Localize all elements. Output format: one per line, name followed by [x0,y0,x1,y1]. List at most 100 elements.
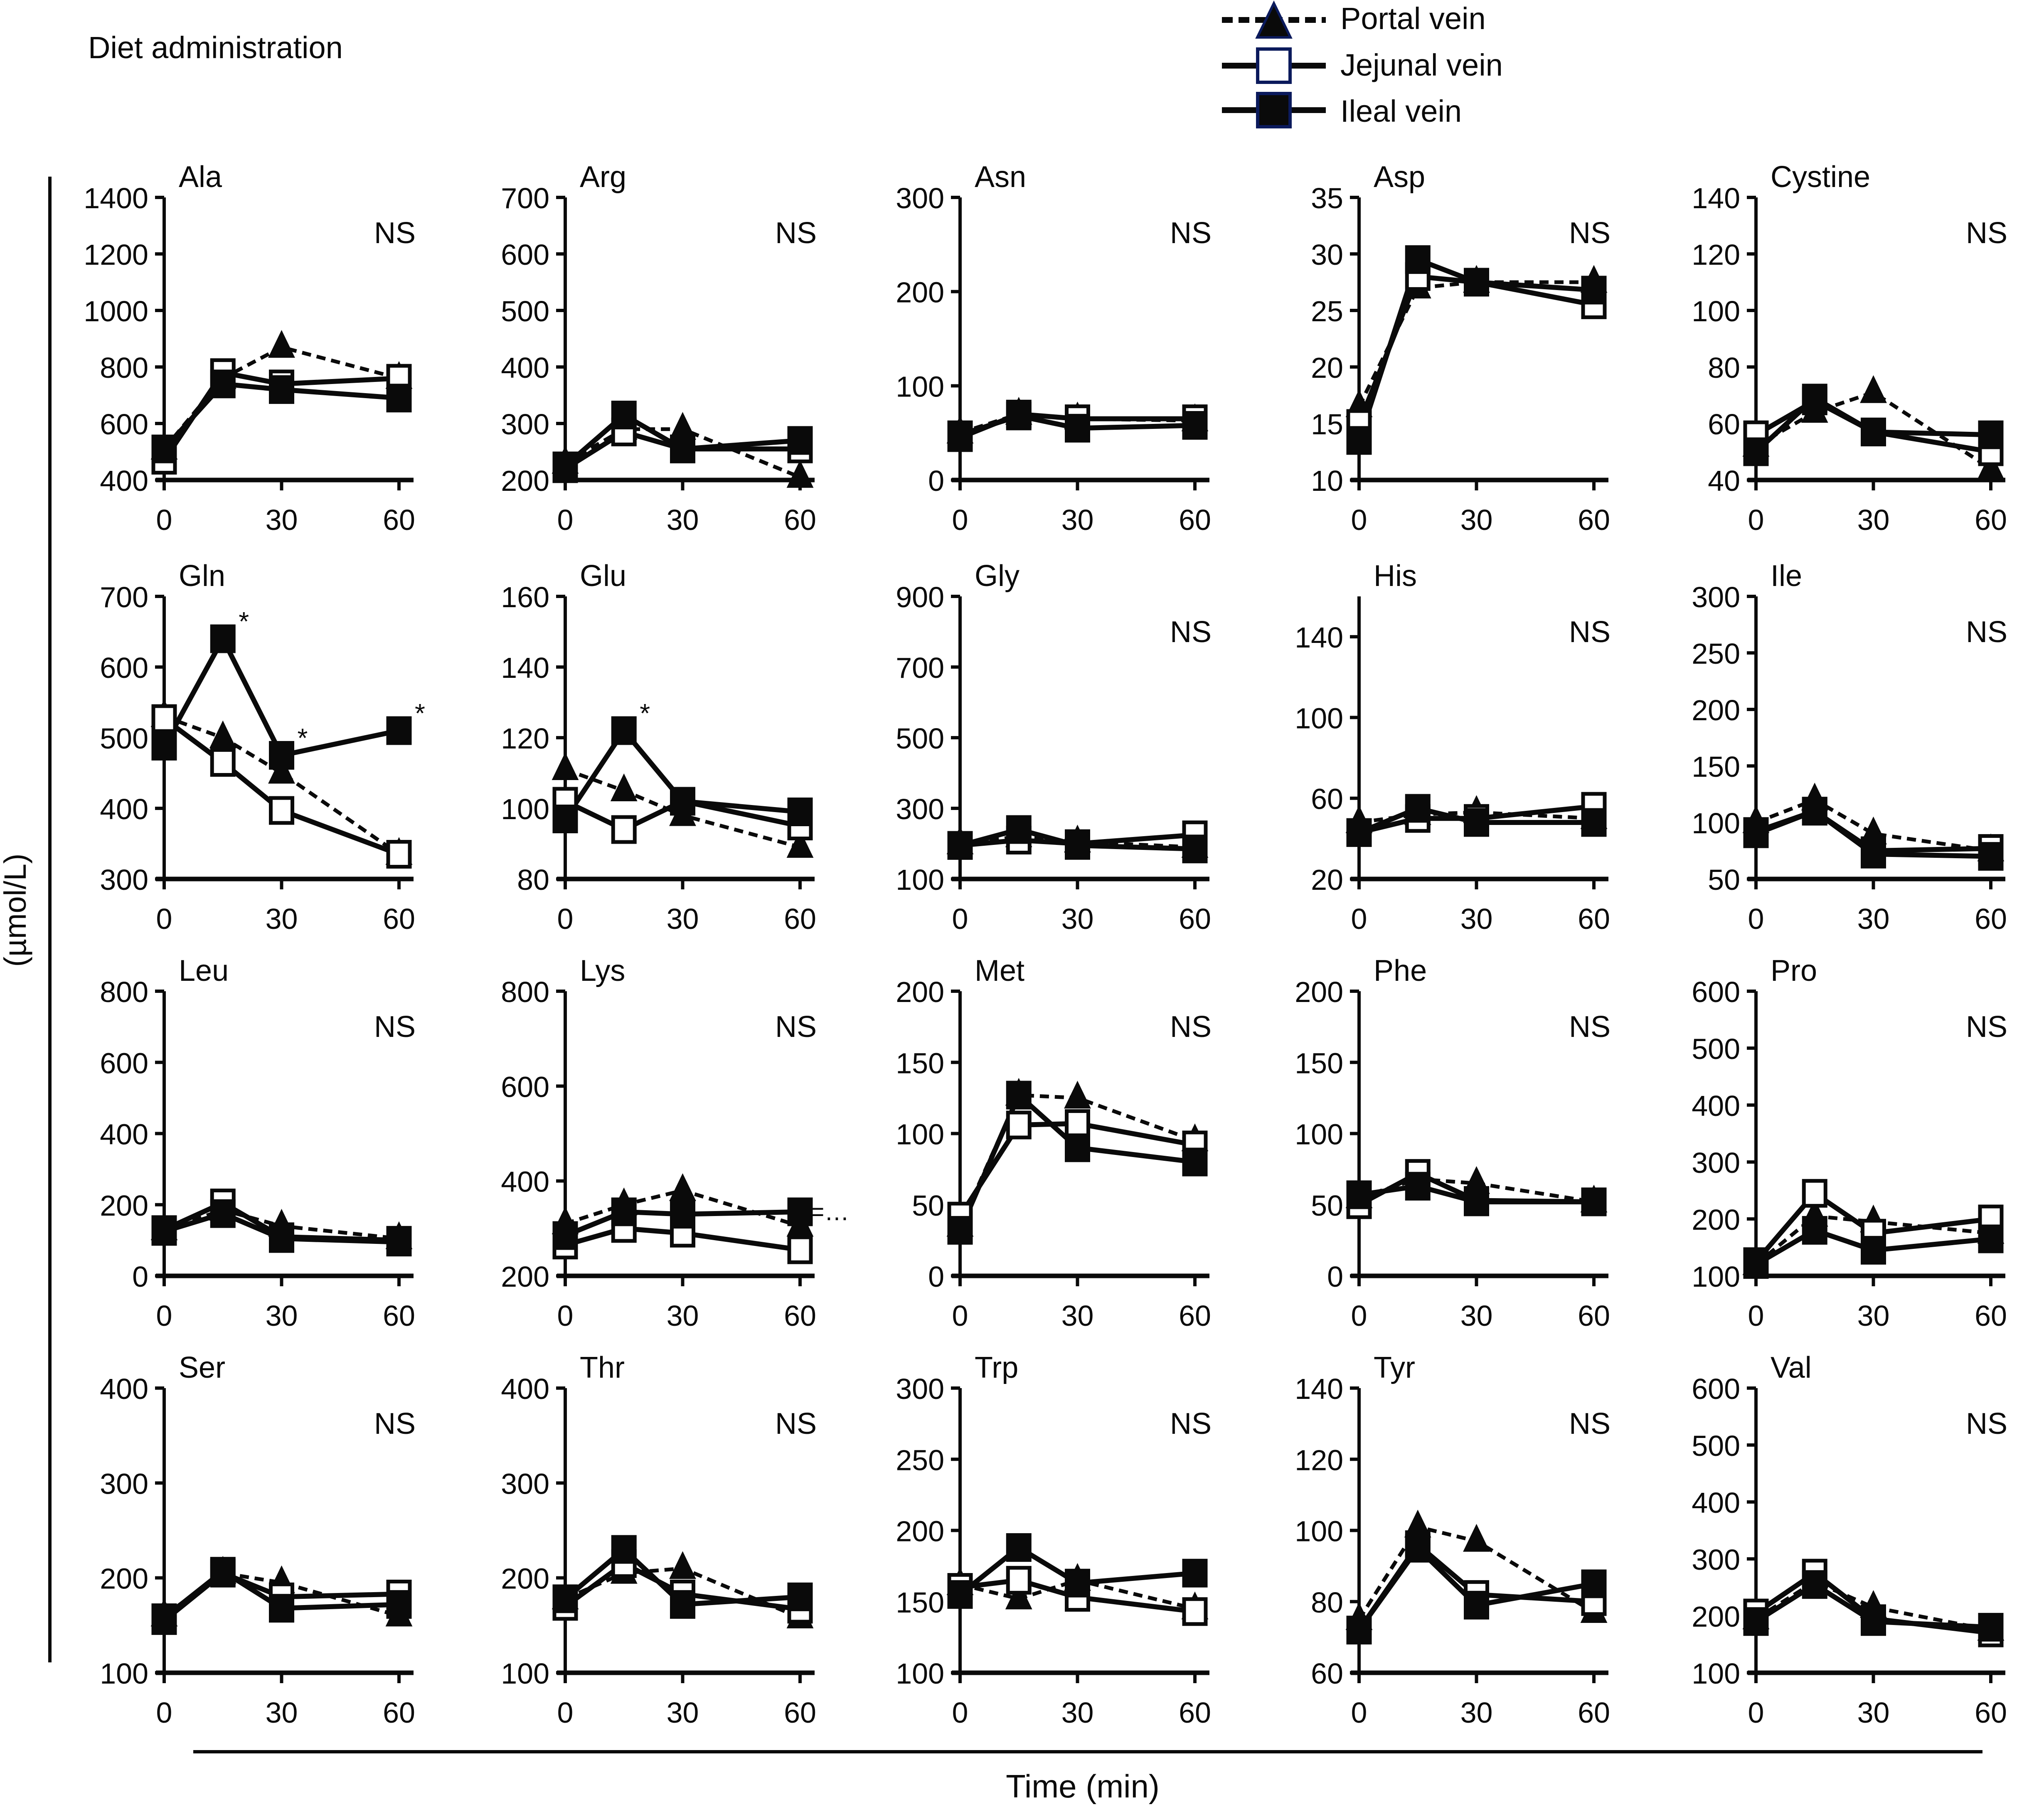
y-tick-label: 400 [1692,1090,1740,1122]
data-point-ileal-vein [1743,437,1769,466]
y-tick-label: 1400 [84,182,148,214]
data-point-ileal-vein [210,1199,236,1228]
significance-star: * [239,606,249,636]
y-tick-label: 80 [1708,352,1740,384]
x-tick-label: 30 [667,903,699,935]
panel-title: Val [1771,1351,1812,1384]
x-tick-label: 30 [266,504,298,536]
y-tick-label: 150 [896,1047,944,1079]
data-point-ileal-vein [1861,840,1886,869]
series-line-jejunal-vein [960,832,1195,848]
data-point-ileal-vein [1346,818,1372,847]
x-tick-label: 0 [156,903,172,935]
y-tick-label: 60 [1311,1657,1343,1690]
y-tick-label: 10 [1311,465,1343,497]
data-point-ileal-vein [1743,1250,1769,1279]
y-tick-label: 200 [1692,694,1740,726]
panel-trp: 100 150 200 250 300 0 30 60 Trp NS [896,1351,1212,1729]
y-tick-label: 300 [1692,581,1740,613]
y-tick-label: 140 [1692,182,1740,214]
y-tick-label: 200 [1295,976,1343,1008]
y-tick-label: 100 [1692,295,1740,327]
y-tick-label: 700 [896,652,944,684]
data-point-jejunal-vein [1006,1566,1032,1595]
data-point-ileal-vein [1182,1147,1208,1177]
data-point-ileal-vein [947,1580,973,1609]
panel-title: Met [975,954,1024,987]
y-tick-label: 1000 [84,295,148,327]
data-point-ileal-vein [1405,245,1431,274]
x-tick-label: 60 [1179,903,1211,935]
data-point-ileal-vein [1065,1133,1090,1162]
data-point-portal-vein [1064,1081,1091,1109]
y-tick-label: 50 [1311,1189,1343,1222]
y-tick-label: 600 [100,1047,148,1079]
y-tick-label: 40 [1708,465,1740,497]
series-line-portal-vein [1357,280,1594,408]
data-point-ileal-vein [269,741,294,770]
panel-cystine: 40 60 80 100 120 140 0 30 60 Cystine NS [1692,160,2007,536]
y-tick-label: 150 [1295,1047,1343,1079]
data-point-ileal-vein [1861,1607,1886,1636]
y-tick-label: 200 [896,1515,944,1548]
data-point-ileal-vein [552,1584,578,1613]
series-line-ileal-vein [1357,1544,1595,1632]
significance-star: * [415,698,425,728]
data-point-ileal-vein [787,798,813,826]
y-tick-label: 0 [132,1261,148,1293]
x-tick-label: 0 [1351,1696,1367,1729]
y-tick-label: 200 [1692,1204,1740,1236]
significance-label: NS [374,1407,416,1440]
data-point-ileal-vein [1006,1081,1032,1110]
data-point-ileal-vein [670,1200,695,1229]
y-tick-label: 60 [1708,408,1740,441]
data-point-ileal-vein [1065,1568,1090,1598]
data-point-ileal-vein [947,1216,973,1245]
data-point-portal-vein [610,773,638,801]
data-point-jejunal-vein [386,840,412,869]
x-tick-label: 30 [1460,504,1493,536]
data-point-ileal-vein [1464,808,1489,837]
x-tick-label: 30 [266,1300,298,1332]
data-point-ileal-vein [1743,819,1769,848]
data-point-ileal-vein [151,1217,177,1246]
x-axis-label: Time (min) [1006,1768,1160,1805]
legend-ileal-label: Ileal vein [1340,94,1462,128]
panel-title: Gly [975,559,1020,593]
panel-ala: 400 600 800 1000 1200 1400 0 30 60 Ala NS [84,160,416,536]
data-point-portal-vein [669,1173,696,1201]
y-axis-label: (µmol/L) [0,854,32,967]
panel-title: Glu [580,559,626,593]
x-tick-label: 0 [156,1696,172,1729]
series-line-jejunal-vein [163,716,400,857]
data-point-ileal-vein [1346,1615,1372,1645]
x-tick-label: 60 [1578,1696,1610,1729]
y-tick-label: 600 [501,1071,549,1103]
panel-title: Thr [580,1351,625,1384]
x-tick-label: 60 [1578,903,1610,935]
legend-item-jejunal: Jejunal vein [1222,47,1503,84]
series-line-jejunal-vein [564,429,800,471]
data-point-ileal-vein [1978,1613,2004,1642]
x-tick-label: 60 [383,903,415,935]
data-point-ileal-vein [1802,384,1827,413]
x-tick-label: 0 [1351,903,1367,935]
data-point-ileal-vein [1861,1236,1886,1265]
panel-ile: 50 100 150 200 250 300 0 30 60 Ile NS [1692,559,2007,935]
data-point-jejunal-vein [1182,1597,1208,1626]
data-point-ileal-vein [1405,794,1431,823]
significance-label: NS [1966,217,2007,250]
data-point-ileal-vein [1006,1533,1032,1562]
data-point-ileal-vein [386,716,412,745]
legend-jejunal-marker [1256,47,1292,84]
y-tick-label: 300 [896,182,944,214]
panel-title: Ser [179,1351,225,1384]
y-tick-label: 140 [501,652,549,684]
y-tick-label: 50 [912,1189,944,1222]
data-point-ileal-vein [1006,401,1032,431]
y-tick-label: 400 [100,1118,148,1151]
y-tick-label: 400 [1692,1487,1740,1519]
panel-title: Cystine [1771,160,1870,194]
y-tick-label: 400 [100,793,148,825]
